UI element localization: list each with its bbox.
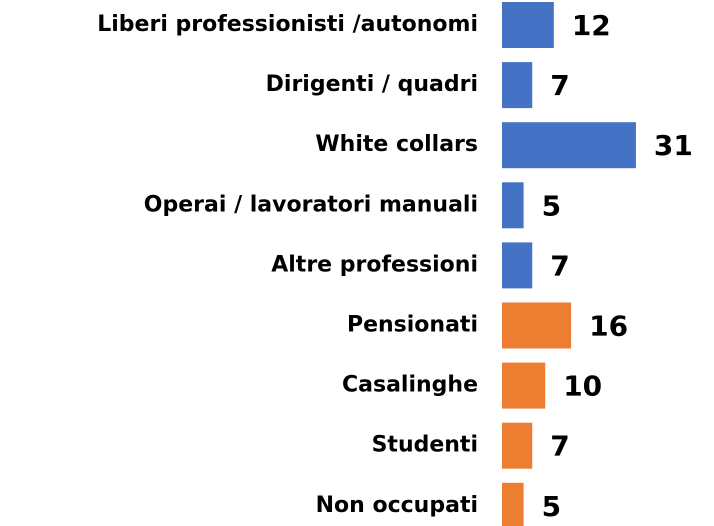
bar	[502, 242, 533, 289]
value-label: 7	[550, 249, 569, 282]
bar	[502, 122, 636, 169]
category-label: Non occupati	[316, 493, 478, 518]
value-label: 7	[550, 69, 569, 102]
category-label: Pensionati	[347, 313, 478, 338]
value-label: 5	[542, 189, 561, 222]
category-label: Dirigenti / quadri	[266, 72, 478, 97]
bar	[502, 362, 546, 409]
category-label: Studenti	[372, 433, 478, 458]
value-label: 5	[542, 490, 561, 523]
category-label: Altre professioni	[271, 252, 478, 277]
bar	[502, 302, 572, 349]
category-label: Operai / lavoratori manuali	[144, 192, 478, 217]
bar	[502, 2, 554, 48]
value-label: 7	[550, 430, 569, 463]
bar	[502, 482, 524, 526]
category-label: Liberi professionisti /autonomi	[97, 12, 478, 37]
value-label: 12	[572, 9, 611, 42]
category-label: Casalinghe	[342, 373, 478, 398]
bar	[502, 62, 533, 109]
value-label: 31	[654, 129, 693, 162]
value-label: 10	[563, 370, 602, 403]
category-label: White collars	[315, 132, 478, 157]
bar	[502, 422, 533, 469]
value-label: 16	[589, 310, 628, 343]
bar	[502, 182, 524, 229]
